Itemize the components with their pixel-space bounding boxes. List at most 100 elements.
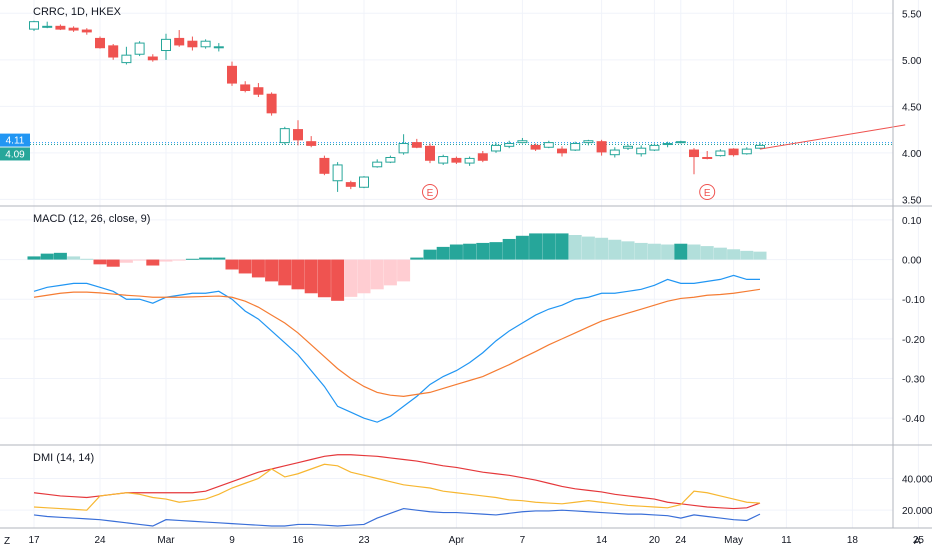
macd-histogram-bar bbox=[713, 247, 727, 260]
candle-body bbox=[517, 140, 528, 144]
dmi-tick-label: 40.0000 bbox=[902, 475, 932, 486]
dmi-title: DMI (14, 14) bbox=[33, 452, 94, 464]
macd-histogram-bar bbox=[489, 242, 503, 260]
macd-line bbox=[33, 274, 760, 423]
candle-body bbox=[279, 128, 290, 144]
macd-histogram-bar bbox=[357, 259, 371, 294]
candle-body bbox=[187, 40, 198, 48]
macd-histogram-bar bbox=[542, 233, 556, 260]
candle-body bbox=[42, 25, 53, 28]
candle-body bbox=[345, 182, 356, 187]
macd-histogram-bar bbox=[700, 246, 714, 260]
macd-pane bbox=[27, 233, 767, 423]
candle-body bbox=[477, 153, 488, 161]
macd-tick-label: 0.10 bbox=[902, 216, 922, 227]
macd-histogram-bar bbox=[80, 258, 94, 260]
candle-body bbox=[675, 141, 686, 144]
candle-body bbox=[68, 27, 79, 31]
macd-histogram-bar bbox=[93, 259, 107, 265]
macd-histogram-bar bbox=[53, 252, 67, 260]
macd-histogram-bar bbox=[595, 237, 609, 260]
macd-histogram-bar bbox=[661, 244, 675, 260]
price-axis-badge-label: 4.09 bbox=[5, 149, 25, 160]
macd-histogram-bar bbox=[238, 259, 252, 274]
macd-histogram-bar bbox=[251, 259, 265, 278]
candle-body bbox=[425, 145, 435, 161]
macd-histogram-bar bbox=[529, 233, 543, 260]
candle-body bbox=[411, 142, 422, 148]
macd-histogram-bar bbox=[634, 242, 648, 260]
candle-body bbox=[174, 37, 185, 46]
candle-body bbox=[557, 148, 567, 154]
candle-body bbox=[29, 21, 39, 30]
time-tick-label: 11 bbox=[781, 535, 792, 546]
time-tick-label: 7 bbox=[520, 535, 526, 546]
macd-histogram-bar bbox=[27, 256, 41, 260]
candle-body bbox=[596, 141, 607, 153]
price-tick-label: 3.50 bbox=[902, 195, 922, 206]
time-tick-label: 18 bbox=[847, 535, 859, 546]
macd-tick-label: -0.20 bbox=[902, 335, 925, 346]
symbol-title: CRRC, 1D, HKEX bbox=[33, 6, 122, 18]
candle-body bbox=[649, 144, 660, 151]
price-axis-badge-label: 4.11 bbox=[6, 136, 25, 147]
price-tick-label: 5.50 bbox=[902, 9, 922, 20]
macd-histogram-bar bbox=[608, 239, 622, 260]
trendline bbox=[759, 124, 906, 150]
time-tick-label: Apr bbox=[449, 535, 465, 546]
dmi-tick-label: 20.0000 bbox=[902, 506, 932, 517]
price-axis-badge bbox=[0, 147, 30, 161]
candle-body bbox=[293, 129, 303, 141]
time-tick-label: 25 bbox=[913, 535, 925, 546]
macd-histogram-bar bbox=[159, 259, 173, 262]
macd-title: MACD (12, 26, close, 9) bbox=[33, 213, 150, 225]
candle-body bbox=[702, 156, 713, 159]
candle-body bbox=[200, 40, 211, 48]
macd-histogram-bar bbox=[278, 259, 292, 286]
candle-body bbox=[728, 148, 739, 156]
macd-histogram-bar bbox=[555, 233, 569, 260]
macd-histogram-bar bbox=[317, 259, 331, 298]
corner-right-label[interactable]: A bbox=[914, 536, 921, 547]
price-tick-label: 4.00 bbox=[902, 149, 922, 160]
macd-histogram-bar bbox=[106, 259, 120, 267]
macd-histogram-bar bbox=[449, 244, 463, 260]
macd-histogram-bar bbox=[727, 249, 741, 260]
macd-histogram-bar bbox=[304, 259, 318, 294]
macd-histogram-bar bbox=[397, 259, 411, 282]
candle-body bbox=[623, 145, 633, 149]
macd-histogram-bar bbox=[621, 241, 635, 260]
macd-histogram-bar bbox=[515, 235, 529, 260]
candle-body bbox=[332, 164, 343, 182]
candle-body bbox=[147, 56, 158, 61]
candle-body bbox=[266, 93, 277, 114]
macd-histogram-bar bbox=[291, 259, 305, 290]
macd-tick-label: -0.40 bbox=[902, 414, 925, 425]
candle-body bbox=[491, 144, 501, 152]
macd-tick-label: -0.30 bbox=[902, 375, 925, 386]
time-tick-label: 14 bbox=[596, 535, 608, 546]
candle-body bbox=[253, 87, 264, 95]
macd-histogram-bar bbox=[199, 257, 213, 260]
macd-histogram-bar bbox=[753, 251, 767, 260]
macd-histogram-bar bbox=[146, 259, 160, 266]
dmi-plus-line bbox=[33, 507, 761, 527]
candle-body bbox=[609, 149, 620, 156]
time-tick-label: Mar bbox=[157, 535, 175, 546]
candle-body bbox=[55, 25, 66, 30]
earnings-marker-label: E bbox=[704, 188, 711, 199]
corner-left-label[interactable]: Z bbox=[4, 536, 10, 547]
macd-histogram-bar bbox=[383, 259, 397, 286]
candle-body bbox=[451, 157, 462, 163]
macd-tick-label: 0.00 bbox=[902, 256, 922, 267]
macd-histogram-bar bbox=[568, 234, 582, 260]
candle-body bbox=[359, 176, 369, 188]
price-tick-label: 5.00 bbox=[902, 56, 922, 67]
macd-histogram-bar bbox=[225, 259, 239, 270]
candle-body bbox=[755, 144, 765, 149]
macd-histogram-bar bbox=[265, 259, 279, 282]
candle-body bbox=[306, 141, 317, 146]
candle-body bbox=[715, 150, 726, 157]
macd-histogram-bar bbox=[119, 259, 133, 263]
